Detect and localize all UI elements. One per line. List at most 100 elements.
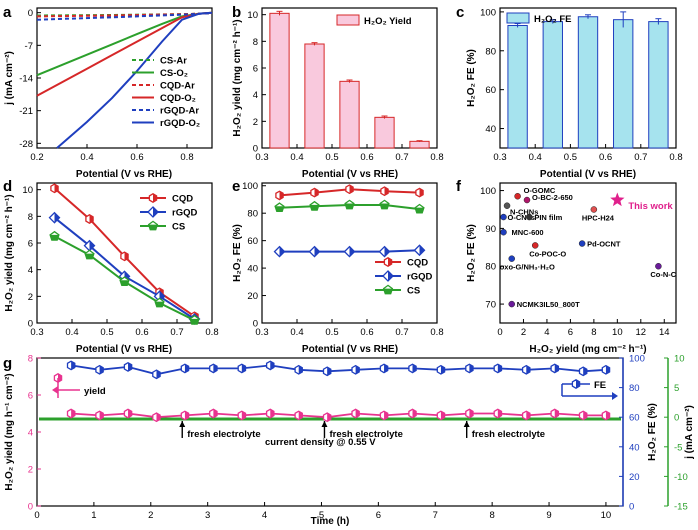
panel-e: e 0.3 0.4 0.5 0.6 0.7 0.8 0 20 40 60 80 100 CQD rGQD…	[232, 178, 444, 355]
b-bar-2	[339, 80, 360, 149]
f-y-tick-label: 100	[480, 186, 496, 197]
g-fe-point-9-fill	[327, 367, 331, 376]
g-yield-point-13-fill	[440, 411, 445, 420]
g-fe-point-1-fill	[99, 365, 104, 374]
e-point-0-0-fill	[279, 191, 284, 200]
f-y-tick-label: 80	[485, 262, 496, 273]
f-point-label-6: MNC-600	[512, 228, 544, 237]
legend-swatch-b	[336, 14, 360, 26]
b-x-tick-label: 0.3	[255, 152, 268, 163]
g-legend-yield-arrowhead	[52, 386, 58, 394]
g-yield-point-8-fill	[298, 411, 303, 420]
xlabel-f: H₂O₂ yield (mg cm⁻² h⁻¹)	[529, 344, 646, 355]
xlabel-b: Potential (V vs RHE)	[302, 169, 398, 180]
e-y-tick-label: 0	[253, 319, 258, 330]
d-y-tick-label: 10	[22, 185, 33, 196]
b-y-tick-label: 0	[253, 144, 258, 155]
e-legend-marker-1-fill	[388, 271, 393, 281]
g-fe-point-18-fill	[583, 367, 587, 376]
b-y-tick-label: 4	[253, 90, 258, 101]
d-legend-label-2: CS	[172, 222, 185, 233]
g-fe-point-15-fill	[497, 364, 502, 373]
a-y-tick-label: 0	[28, 8, 33, 19]
g-fresh-arrowhead-1	[321, 420, 328, 427]
panel-letter-b: b	[232, 4, 241, 21]
g-fe-point-4-fill	[184, 364, 189, 373]
e-point-1-0-fill	[279, 246, 285, 257]
f-x-tick-label: 14	[659, 327, 670, 338]
g-yield-point-6-fill	[241, 411, 246, 420]
g-yleft-tick-label: 6	[28, 391, 33, 402]
g-fe-point-0-fill	[71, 361, 75, 370]
c-y-tick-label: 60	[485, 85, 496, 96]
f-point-label-4: O-CNTs	[508, 213, 535, 222]
e-point-1-2-fill	[349, 246, 355, 257]
f-point-label-5: PIN film	[534, 213, 562, 222]
panel-d: d 0.3 0.4 0.5 0.6 0.7 0.8 0 2 4 6 8 10 CQD rGQD CS Po…	[3, 178, 219, 355]
e-point-1-1-fill	[314, 246, 320, 257]
ylabel-g-fe: H₂O₂ FE (%)	[647, 403, 658, 461]
d-point-1-0-fill	[54, 212, 60, 223]
f-point-9	[508, 255, 515, 262]
d-point-2-2-fill	[120, 280, 129, 286]
g-x-tick-label: 2	[148, 510, 153, 521]
e-x-tick-label: 0.8	[430, 327, 443, 338]
d-point-2-4-fill	[190, 318, 199, 325]
e-x-tick-label: 0.5	[325, 327, 338, 338]
c-y-tick-label: 40	[485, 124, 496, 135]
e-y-tick-label: 100	[242, 181, 258, 192]
g-fresh-arrowhead-0	[179, 420, 186, 427]
f-point-1	[523, 196, 531, 204]
g-x-tick-label: 8	[489, 510, 494, 521]
g-yield-point-5-fill	[213, 409, 217, 418]
g-fe-point-3-fill	[156, 370, 161, 379]
g-yj-tick-label: 5	[674, 383, 679, 394]
e-legend-marker-0-fill	[388, 258, 392, 266]
g-fe-point-6-fill	[241, 364, 246, 373]
b-bar-1	[304, 43, 325, 149]
a-x-tick-label: 0.4	[80, 152, 93, 163]
f-point-label-1: O-BC-2-650	[532, 193, 573, 202]
a-legend-label-0: CS-Ar	[160, 56, 187, 67]
g-yj-tick-label: 0	[674, 413, 679, 424]
xlabel-g: Time (h)	[311, 516, 350, 527]
d-point-1-1-fill	[89, 240, 95, 251]
e-point-2-4-fill	[415, 207, 424, 213]
f-x-tick-label: 8	[591, 327, 596, 338]
e-point-1-3-fill	[384, 246, 390, 257]
xlabel-c: Potential (V vs RHE)	[540, 169, 636, 180]
f-point-11	[508, 300, 515, 308]
e-x-tick-label: 0.3	[255, 327, 268, 338]
plot-frame-f	[499, 182, 677, 324]
b-x-tick-label: 0.8	[430, 152, 443, 163]
xlabel-a: Potential (V vs RHE)	[76, 169, 172, 180]
g-x-tick-label: 3	[205, 510, 210, 521]
g-x-tick-label: 9	[546, 510, 551, 521]
c-bar-2	[577, 16, 599, 149]
c-x-tick-label: 0.8	[669, 152, 682, 163]
a-legend-label-5: rGQD-O₂	[160, 118, 200, 129]
d-y-tick-label: 2	[28, 292, 33, 303]
g-yield-point-2-fill	[128, 409, 132, 418]
f-point-label-2: N-CHNs	[510, 208, 538, 217]
ylabel-c: H₂O₂ FE (%)	[466, 49, 477, 107]
xlabel-e: Potential (V vs RHE)	[302, 344, 398, 355]
e-y-tick-label: 20	[247, 291, 258, 302]
g-legend-yield-marker-fill	[58, 374, 62, 382]
panel-letter-d: d	[3, 178, 12, 195]
e-point-0-2-fill	[349, 185, 354, 194]
e-point-0-3-fill	[384, 187, 389, 196]
f-point-label-8: Pd-OCNT	[587, 240, 621, 249]
a-x-tick-label: 0.6	[130, 152, 143, 163]
b-x-tick-label: 0.5	[325, 152, 338, 163]
ylabel-b: H₂O₂ yield (mg cm⁻² h⁻¹)	[232, 19, 243, 136]
a-series-5	[56, 11, 213, 149]
g-fresh-label-1: fresh electrolyte	[329, 429, 402, 440]
g-legend-yield-label: yield	[84, 386, 106, 397]
g-fresh-label-0: fresh electrolyte	[187, 429, 260, 440]
c-x-tick-label: 0.5	[564, 152, 577, 163]
g-fe-point-2-fill	[128, 362, 132, 371]
d-point-2-1-fill	[85, 253, 94, 259]
a-y-tick-label: -7	[25, 41, 33, 52]
f-y-tick-label: 70	[485, 300, 496, 311]
